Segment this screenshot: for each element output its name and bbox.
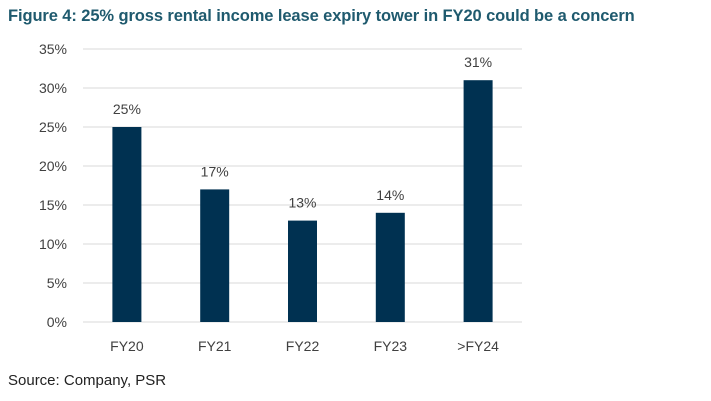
bar [200,189,230,322]
y-tick-label: 20% [39,158,67,174]
data-labels: 25% 17% 13% 14% 31% [113,54,492,210]
bar [375,212,405,322]
y-tick-label: 30% [39,80,67,96]
x-tick-label: FY21 [198,338,232,354]
data-label: 25% [113,101,141,117]
y-tick-label: 5% [47,275,67,291]
y-tick-label: 35% [39,41,67,57]
data-label: 31% [464,54,492,70]
bar [288,220,317,322]
y-axis-ticks: 0% 5% 10% 15% 20% 25% 30% 35% [39,41,67,330]
bar [463,80,493,322]
y-tick-label: 0% [47,314,67,330]
x-tick-label: FY23 [374,338,408,354]
data-label: 17% [201,163,229,179]
x-axis-ticks: FY20 FY21 FY22 FY23 >FY24 [110,338,499,354]
x-tick-label: >FY24 [457,338,499,354]
y-tick-label: 15% [39,197,67,213]
source-note: Source: Company, PSR [8,372,167,389]
y-tick-label: 10% [39,236,67,252]
x-tick-label: FY22 [286,338,320,354]
y-tick-label: 25% [39,119,67,135]
data-label: 14% [376,187,404,203]
data-label: 13% [288,195,316,211]
bars [112,80,493,322]
figure-title: Figure 4: 25% gross rental income lease … [8,7,635,25]
bar [112,127,142,322]
x-tick-label: FY20 [110,338,144,354]
